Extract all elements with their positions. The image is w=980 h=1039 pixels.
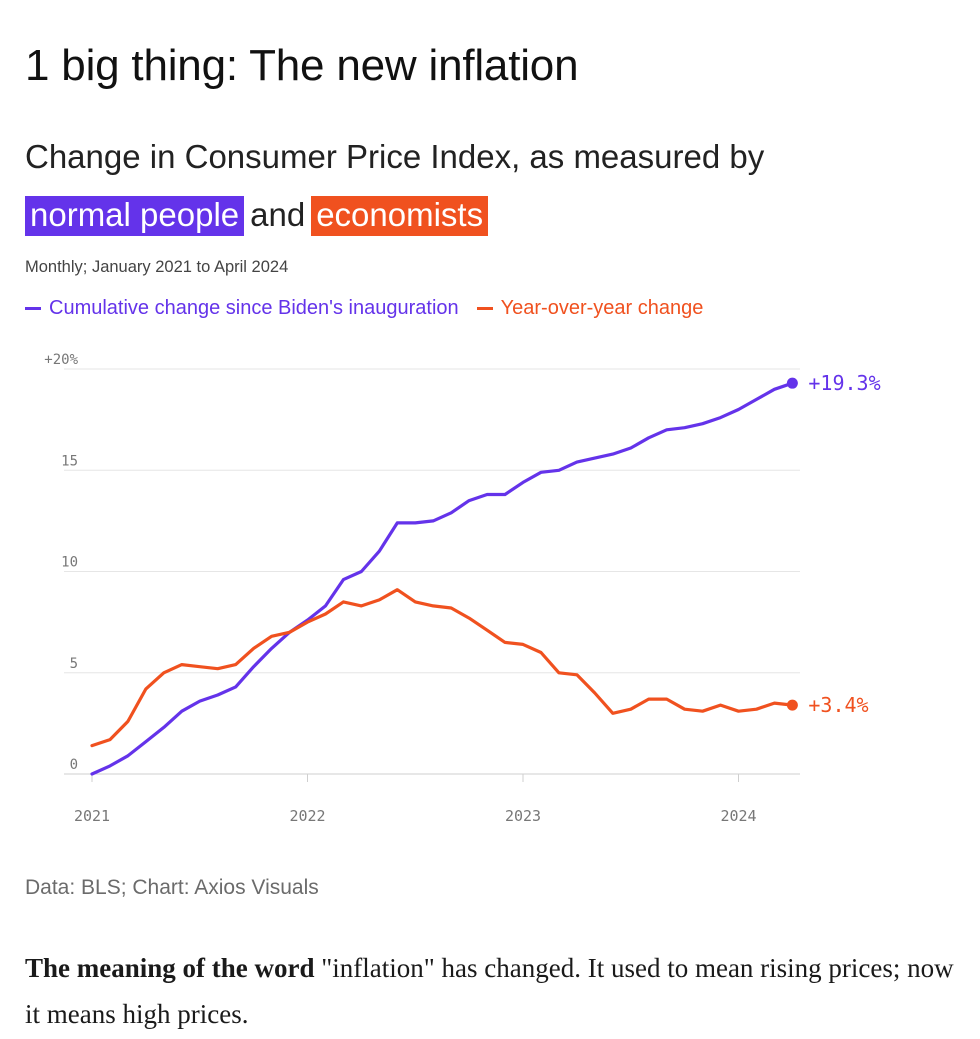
highlight-economists: economists: [311, 196, 489, 236]
series-end-label-0: +19.3%: [808, 371, 880, 395]
series-line-1: [90, 588, 795, 748]
article-lead: The meaning of the word: [25, 953, 315, 983]
cpi-line-chart: 0 5 10 15 +20% 2021 2022 2023 2024 +19.3% +3.4%: [44, 352, 880, 825]
chart-subtitle: Change in Consumer Price Index, as measu…: [25, 138, 765, 175]
y-tick-label-10: 10: [61, 555, 78, 571]
legend-item-cumulative: Cumulative change since Biden's inaugura…: [25, 297, 459, 320]
chart-source: Data: BLS; Chart: Axios Visuals: [25, 876, 319, 899]
x-tick-label-2021: 2021: [74, 807, 110, 825]
series-line-0: [90, 381, 795, 776]
legend-label-cumulative: Cumulative change since Biden's inaugura…: [49, 297, 459, 319]
y-tick-label-15: 15: [61, 453, 78, 469]
headline: 1 big thing: The new inflation: [25, 41, 579, 90]
highlight-normal-people: normal people: [25, 196, 245, 236]
legend-label-yoy: Year-over-year change: [500, 297, 704, 319]
series-end-point-0: [786, 377, 798, 389]
legend-swatch-yoy: [476, 307, 493, 310]
series-end-label-1: +3.4%: [808, 693, 868, 717]
legend-swatch-cumulative: [25, 307, 41, 310]
subtitle-connector: and: [250, 196, 306, 233]
article-paragraph: The meaning of the word "inflation" has …: [25, 945, 955, 1037]
chart-legend: Cumulative change since Biden's inaugura…: [25, 297, 721, 320]
y-tick-label-20: +20%: [44, 352, 78, 368]
series-end-point-1: [786, 699, 798, 711]
legend-item-yoy: Year-over-year change: [476, 297, 704, 320]
x-tick-label-2024: 2024: [720, 807, 756, 825]
y-tick-label-0: 0: [70, 757, 78, 773]
article-rest: "inflation" has changed. It used to mean…: [25, 953, 954, 1029]
chart-note: Monthly; January 2021 to April 2024: [25, 258, 289, 276]
x-tick-label-2022: 2022: [289, 807, 325, 825]
chart-subtitle-line2: normal people and economists: [25, 196, 489, 236]
y-tick-label-5: 5: [70, 656, 78, 672]
x-tick-label-2023: 2023: [505, 807, 541, 825]
